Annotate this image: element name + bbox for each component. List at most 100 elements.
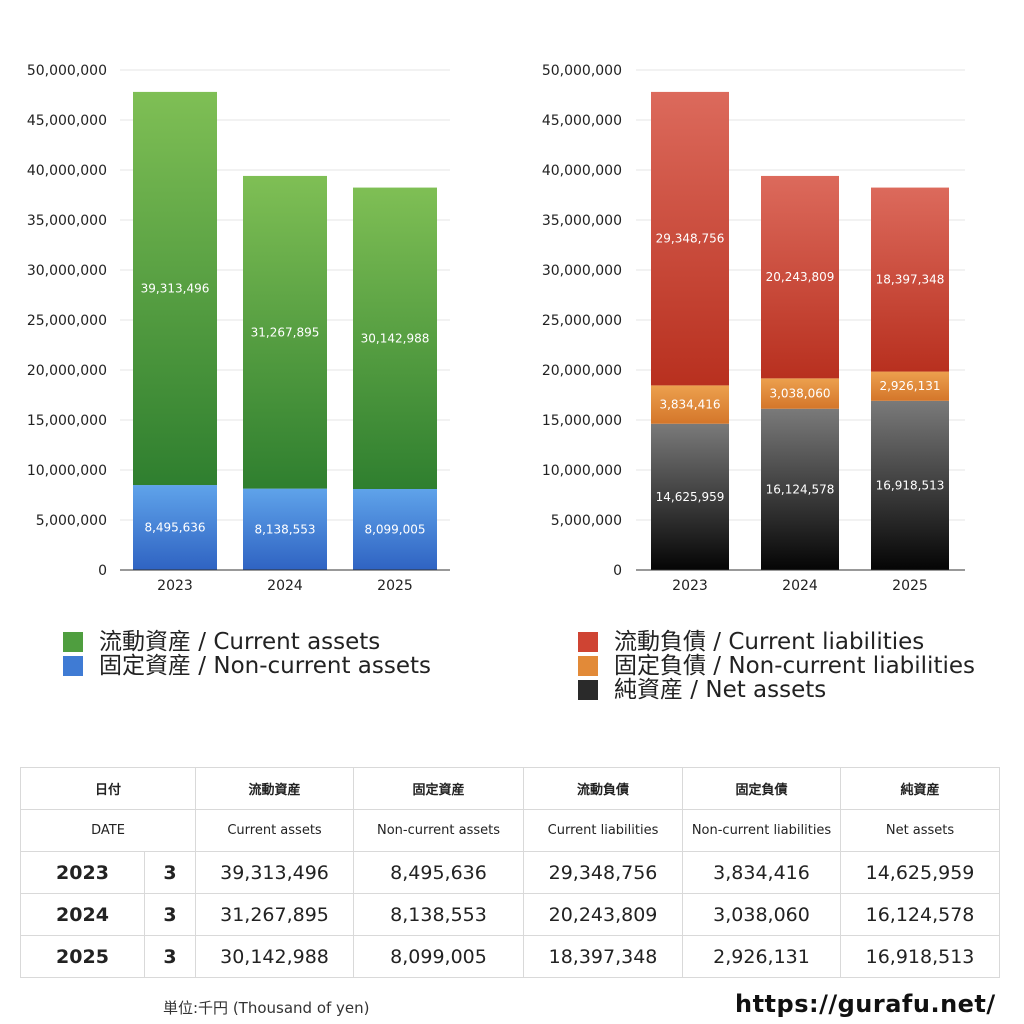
table-cell: 31,267,895: [195, 893, 355, 936]
y-tick-label: 15,000,000: [542, 413, 622, 429]
y-tick-label: 45,000,000: [27, 113, 107, 129]
y-tick-label: 50,000,000: [542, 63, 622, 79]
y-tick-label: 5,000,000: [36, 513, 107, 529]
legend-item-current-liabilities: 流動負債 / Current liabilities: [578, 630, 975, 654]
y-tick-label: 25,000,000: [27, 313, 107, 329]
y-tick-label: 10,000,000: [542, 463, 622, 479]
y-tick-label: 35,000,000: [542, 213, 622, 229]
table-cell: 29,348,756: [523, 851, 684, 894]
balance-table: 日付 流動資産 固定資産 流動負債 固定負債 純資産 DATE Current …: [19, 767, 1001, 978]
x-tick-label: 2024: [782, 578, 818, 594]
bar-segment: [353, 489, 437, 570]
bar-value-label: 3,834,416: [659, 398, 720, 412]
bar-value-label: 31,267,895: [251, 325, 320, 339]
legend-label: 流動負債 / Current liabilities: [614, 629, 925, 655]
legend-item-net-assets: 純資産 / Net assets: [578, 678, 975, 702]
header-cell: Current liabilities: [523, 809, 684, 852]
bar-segment: [243, 488, 327, 570]
bar-value-label: 14,625,959: [656, 490, 725, 504]
bar-segment: [761, 408, 839, 570]
y-tick-label: 30,000,000: [542, 263, 622, 279]
row-year: 2025: [20, 935, 145, 978]
header-cell: Non-current assets: [353, 809, 525, 852]
y-tick-label: 30,000,000: [27, 263, 107, 279]
y-tick-label: 25,000,000: [542, 313, 622, 329]
bar-segment: [871, 400, 949, 570]
table-cell: 8,099,005: [353, 935, 525, 978]
x-tick-label: 2024: [267, 578, 303, 594]
legend-item-non-current-assets: 固定資産 / Non-current assets: [63, 654, 431, 678]
bar-value-label: 30,142,988: [361, 331, 430, 345]
legend-swatch-green: [63, 632, 83, 652]
legend-label: 純資産 / Net assets: [614, 677, 827, 703]
row-month: 3: [143, 935, 197, 978]
x-tick-label: 2023: [672, 578, 708, 594]
legend-swatch-blue: [63, 656, 83, 676]
site-url[interactable]: https://gurafu.net/: [735, 990, 996, 1018]
table-row: 2023 3 39,313,496 8,495,636 29,348,756 3…: [20, 851, 1001, 894]
bar-segment: [871, 371, 949, 401]
header-cell: 固定負債: [682, 767, 842, 810]
bar-value-label: 3,038,060: [769, 387, 830, 401]
header-cell: Current assets: [195, 809, 355, 852]
table-cell: 3,834,416: [682, 851, 842, 894]
legend-item-non-current-liabilities: 固定負債 / Non-current liabilities: [578, 654, 975, 678]
table-row: 2025 3 30,142,988 8,099,005 18,397,348 2…: [20, 935, 1001, 978]
bar-value-label: 16,918,513: [876, 478, 945, 492]
charts-canvas: 0 5,000,000 10,000,000 15,000,000 20,000,000…: [27, 63, 965, 594]
bar-segment: [651, 385, 729, 424]
liabilities-legend: 流動負債 / Current liabilities 固定負債 / Non-cu…: [578, 630, 975, 702]
y-tick-label: 45,000,000: [542, 113, 622, 129]
bar-segment: [133, 91, 217, 486]
bar-segment: [651, 91, 729, 386]
y-tick-label: 50,000,000: [27, 63, 107, 79]
liabilities-chart: 0 5,000,000 10,000,000 15,000,000 20,000,000…: [542, 63, 965, 594]
row-year: 2024: [20, 893, 145, 936]
legend-label: 固定負債 / Non-current liabilities: [614, 653, 975, 679]
table-cell: 3,038,060: [682, 893, 842, 936]
legend-swatch-red: [578, 632, 598, 652]
y-tick-label: 40,000,000: [542, 163, 622, 179]
legend-item-current-assets: 流動資産 / Current assets: [63, 630, 431, 654]
header-cell: Net assets: [840, 809, 1001, 852]
y-tick-label: 35,000,000: [27, 213, 107, 229]
bar-value-label: 8,138,553: [254, 522, 315, 536]
table-cell: 30,142,988: [195, 935, 355, 978]
header-cell: 流動負債: [523, 767, 684, 810]
table-cell: 20,243,809: [523, 893, 684, 936]
table-header-en: DATE Current assets Non-current assets C…: [19, 809, 1001, 852]
bar-value-label: 8,099,005: [364, 523, 425, 537]
row-month: 3: [143, 893, 197, 936]
bar-value-label: 20,243,809: [766, 270, 835, 284]
bar-segment: [353, 187, 437, 490]
y-tick-label: 0: [98, 563, 107, 579]
table-cell: 14,625,959: [840, 851, 1001, 894]
table-cell: 39,313,496: [195, 851, 355, 894]
y-tick-label: 15,000,000: [27, 413, 107, 429]
y-tick-label: 20,000,000: [27, 363, 107, 379]
table-row: 2024 3 31,267,895 8,138,553 20,243,809 3…: [20, 893, 1001, 936]
header-cell: 流動資産: [195, 767, 355, 810]
bar-segment: [651, 423, 729, 570]
bar-segment: [761, 378, 839, 409]
header-cell: 純資産: [840, 767, 1001, 810]
table-header-ja: 日付 流動資産 固定資産 流動負債 固定負債 純資産: [19, 767, 1001, 810]
bar-value-label: 18,397,348: [876, 273, 945, 287]
table-cell: 8,495,636: [353, 851, 525, 894]
bar-value-label: 2,926,131: [879, 379, 940, 393]
header-date-ja: 日付: [19, 767, 197, 810]
bar-value-label: 8,495,636: [144, 521, 205, 535]
legend-swatch-orange: [578, 656, 598, 676]
header-date-en: DATE: [19, 809, 197, 852]
bar-value-label: 29,348,756: [656, 232, 725, 246]
x-tick-label: 2025: [377, 578, 413, 594]
x-tick-label: 2025: [892, 578, 928, 594]
x-tick-label: 2023: [157, 578, 193, 594]
legend-label: 流動資産 / Current assets: [99, 629, 381, 655]
y-tick-label: 20,000,000: [542, 363, 622, 379]
y-tick-label: 0: [613, 563, 622, 579]
legend-swatch-black: [578, 680, 598, 700]
assets-legend: 流動資産 / Current assets 固定資産 / Non-current…: [63, 630, 431, 678]
bar-value-label: 39,313,496: [141, 281, 210, 295]
table-cell: 8,138,553: [353, 893, 525, 936]
